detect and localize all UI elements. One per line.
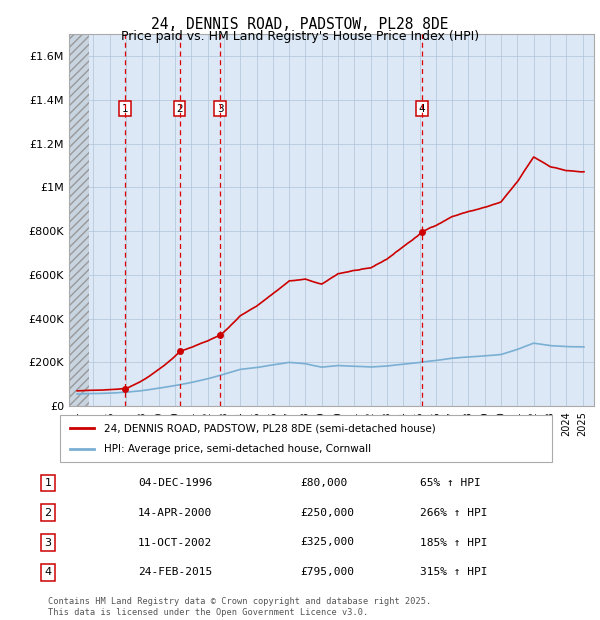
Bar [69, 34, 89, 406]
Text: 315% ↑ HPI: 315% ↑ HPI [420, 567, 487, 577]
Text: 1: 1 [44, 478, 52, 488]
Text: 4: 4 [44, 567, 52, 577]
Text: 04-DEC-1996: 04-DEC-1996 [138, 478, 212, 488]
Text: HPI: Average price, semi-detached house, Cornwall: HPI: Average price, semi-detached house,… [104, 444, 371, 454]
Text: 3: 3 [44, 538, 52, 547]
Text: 266% ↑ HPI: 266% ↑ HPI [420, 508, 487, 518]
Text: Price paid vs. HM Land Registry's House Price Index (HPI): Price paid vs. HM Land Registry's House … [121, 30, 479, 43]
Text: £250,000: £250,000 [300, 508, 354, 518]
Text: 2: 2 [44, 508, 52, 518]
Text: Contains HM Land Registry data © Crown copyright and database right 2025.
This d: Contains HM Land Registry data © Crown c… [48, 598, 431, 617]
Text: 65% ↑ HPI: 65% ↑ HPI [420, 478, 481, 488]
Text: £795,000: £795,000 [300, 567, 354, 577]
Text: 11-OCT-2002: 11-OCT-2002 [138, 538, 212, 547]
FancyBboxPatch shape [60, 415, 552, 462]
Text: £325,000: £325,000 [300, 538, 354, 547]
Text: 2: 2 [176, 104, 183, 113]
Text: 1: 1 [121, 104, 128, 113]
Text: 3: 3 [217, 104, 224, 113]
Text: 24-FEB-2015: 24-FEB-2015 [138, 567, 212, 577]
Text: 24, DENNIS ROAD, PADSTOW, PL28 8DE: 24, DENNIS ROAD, PADSTOW, PL28 8DE [151, 17, 449, 32]
Text: 24, DENNIS ROAD, PADSTOW, PL28 8DE (semi-detached house): 24, DENNIS ROAD, PADSTOW, PL28 8DE (semi… [104, 423, 436, 433]
Text: 4: 4 [419, 104, 425, 113]
Text: 185% ↑ HPI: 185% ↑ HPI [420, 538, 487, 547]
Text: £80,000: £80,000 [300, 478, 347, 488]
Text: 14-APR-2000: 14-APR-2000 [138, 508, 212, 518]
